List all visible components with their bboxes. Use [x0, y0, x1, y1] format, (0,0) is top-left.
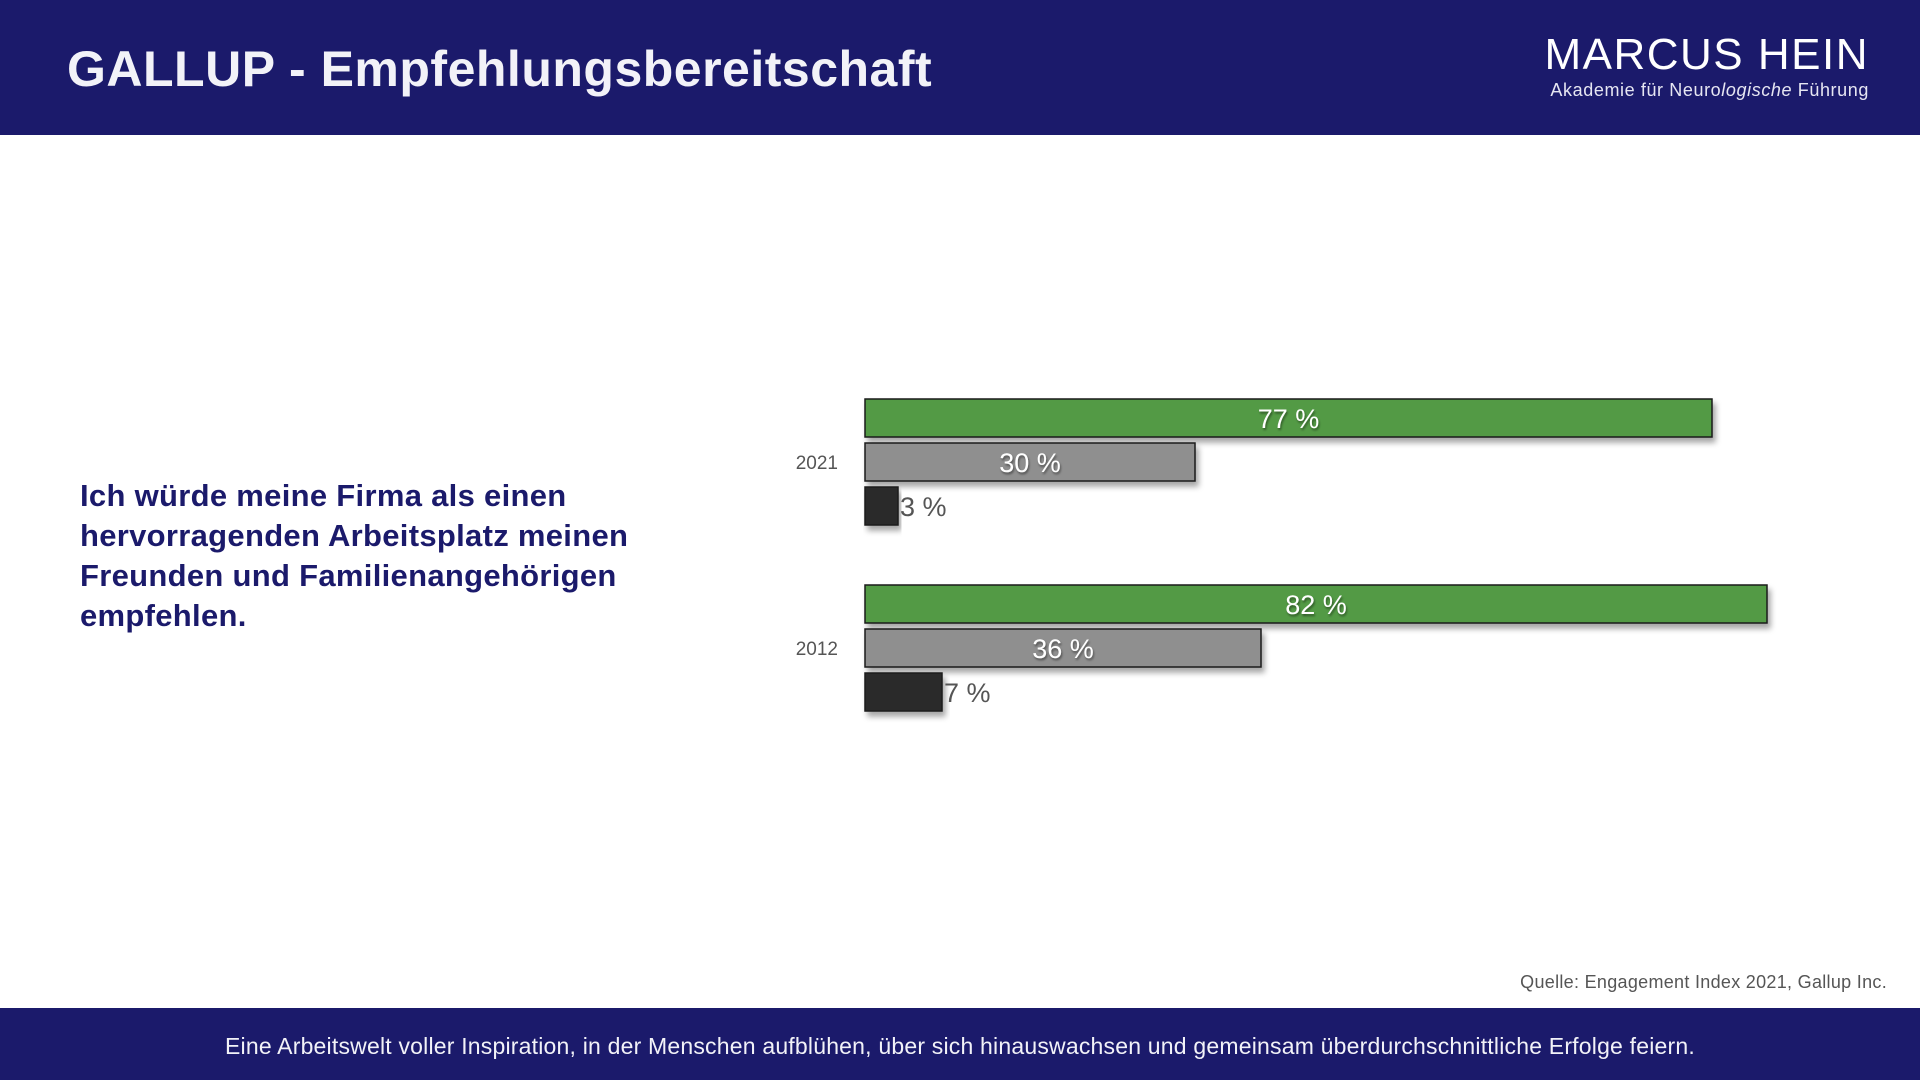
data-label: 7 % — [944, 678, 991, 708]
bar-gray-2012 — [864, 628, 1262, 668]
bar-green-2012 — [864, 584, 1768, 624]
category-label: 2021 — [796, 453, 838, 474]
category-label: 2012 — [796, 639, 838, 660]
data-label: 30 % — [999, 448, 1061, 478]
header-bar: GALLUP - Empfehlungsbereitschaft MARCUS … — [0, 0, 1920, 135]
brand-name: MARCUS HEIN — [1544, 30, 1869, 79]
page-title: GALLUP - Empfehlungsbereitschaft — [67, 41, 933, 97]
bar-green-2021 — [864, 398, 1713, 438]
data-label: 77 % — [1258, 404, 1320, 434]
brand-sub-suffix: Führung — [1792, 80, 1869, 100]
bar-dark-2021 — [864, 486, 899, 526]
brand-subtitle: Akademie für Neurologische Führung — [1544, 80, 1869, 101]
footer-bar: Eine Arbeitswelt voller Inspiration, in … — [0, 1008, 1920, 1080]
brand-logo: MARCUS HEIN Akademie für Neurologische F… — [1544, 32, 1869, 101]
data-label: 82 % — [1285, 590, 1347, 620]
bar-dark-2012 — [864, 672, 943, 712]
brand-sub-prefix: Akademie für Neuro — [1550, 80, 1722, 100]
footer-tagline: Eine Arbeitswelt voller Inspiration, in … — [225, 1033, 1695, 1059]
source-note: Quelle: Engagement Index 2021, Gallup In… — [1520, 972, 1887, 992]
survey-question: Ich würde meine Firma als einen hervorra… — [80, 478, 629, 633]
bar-group-2021: 2021 77 % 30 % 3 % — [796, 398, 1713, 526]
bar-group-2012: 2012 82 % 36 % 7 % — [796, 584, 1768, 712]
data-label: 36 % — [1032, 634, 1094, 664]
brand-sub-italic: logische — [1721, 80, 1793, 100]
bar-gray-2021 — [864, 442, 1196, 482]
data-label: 3 % — [900, 492, 947, 522]
